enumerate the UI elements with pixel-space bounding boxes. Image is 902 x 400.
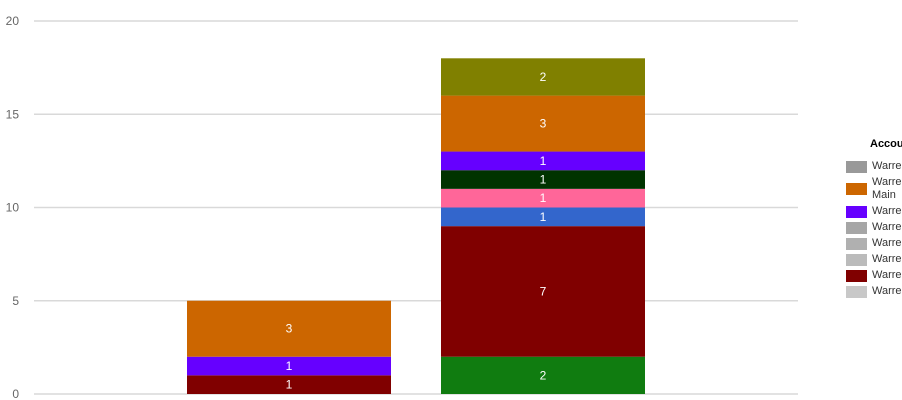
bar-segment xyxy=(441,207,645,227)
legend-swatch xyxy=(846,270,867,282)
legend-item: Warre Main xyxy=(846,176,902,202)
legend: Accou Warre Warre Main Warre Warre Warre Warre… xyxy=(846,138,902,301)
legend-label: Warre xyxy=(872,253,902,265)
legend-label: Warre xyxy=(872,205,902,217)
bar-segment xyxy=(441,95,645,152)
legend-items: Warre Warre Main Warre Warre Warre Warre Warre W… xyxy=(846,160,902,298)
data-label: 1 xyxy=(540,191,547,205)
legend-item: Warre xyxy=(846,269,902,282)
data-label: 7 xyxy=(540,284,547,298)
y-tick-label: 5 xyxy=(12,294,19,308)
legend-swatch xyxy=(846,161,867,173)
legend-swatch xyxy=(846,286,867,298)
data-label: 2 xyxy=(540,70,547,84)
legend-swatch xyxy=(846,183,867,195)
data-label: 1 xyxy=(540,154,547,168)
bar-segment xyxy=(187,300,391,357)
legend-item: Warre xyxy=(846,205,902,218)
legend-title: Accou xyxy=(870,138,902,150)
legend-item: Warre xyxy=(846,285,902,298)
y-tick-label: 10 xyxy=(6,201,20,215)
data-labels: 1 1 3 2 7 1 1 1 1 3 2 xyxy=(286,70,547,392)
legend-swatch xyxy=(846,222,867,234)
legend-swatch xyxy=(846,238,867,250)
legend-swatch xyxy=(846,254,867,266)
data-label: 1 xyxy=(286,378,293,392)
legend-item: Warre xyxy=(846,237,902,250)
data-label: 2 xyxy=(540,368,547,382)
legend-label: Warre Main xyxy=(872,176,902,201)
bar-segment xyxy=(187,356,391,376)
bar-segment xyxy=(441,188,645,208)
legend-label: Warre xyxy=(872,237,902,249)
y-axis-ticks: 0 5 10 15 20 xyxy=(6,14,20,400)
bar-segment xyxy=(441,170,645,189)
legend-swatch xyxy=(846,206,867,218)
legend-item: Warre xyxy=(846,221,902,234)
y-tick-label: 15 xyxy=(6,107,20,121)
legend-label: Warre xyxy=(872,269,902,281)
legend-label: Warre xyxy=(872,221,902,233)
bar-segment xyxy=(441,151,645,171)
bar-segment xyxy=(441,226,645,357)
data-label: 3 xyxy=(540,117,547,131)
data-label: 1 xyxy=(286,359,293,373)
y-tick-label: 20 xyxy=(6,14,20,28)
bar-segment xyxy=(441,58,645,96)
legend-label: Warre xyxy=(872,160,902,172)
data-label: 1 xyxy=(540,173,547,187)
gridlines xyxy=(34,20,798,395)
data-label: 1 xyxy=(540,210,547,224)
bar-segment xyxy=(441,356,645,394)
data-label: 3 xyxy=(286,322,293,336)
legend-label: Warre xyxy=(872,285,902,297)
legend-item: Warre xyxy=(846,253,902,266)
legend-item: Warre xyxy=(846,160,902,173)
y-tick-label: 0 xyxy=(12,387,19,400)
bars xyxy=(187,58,645,394)
bar-segment xyxy=(187,375,391,394)
